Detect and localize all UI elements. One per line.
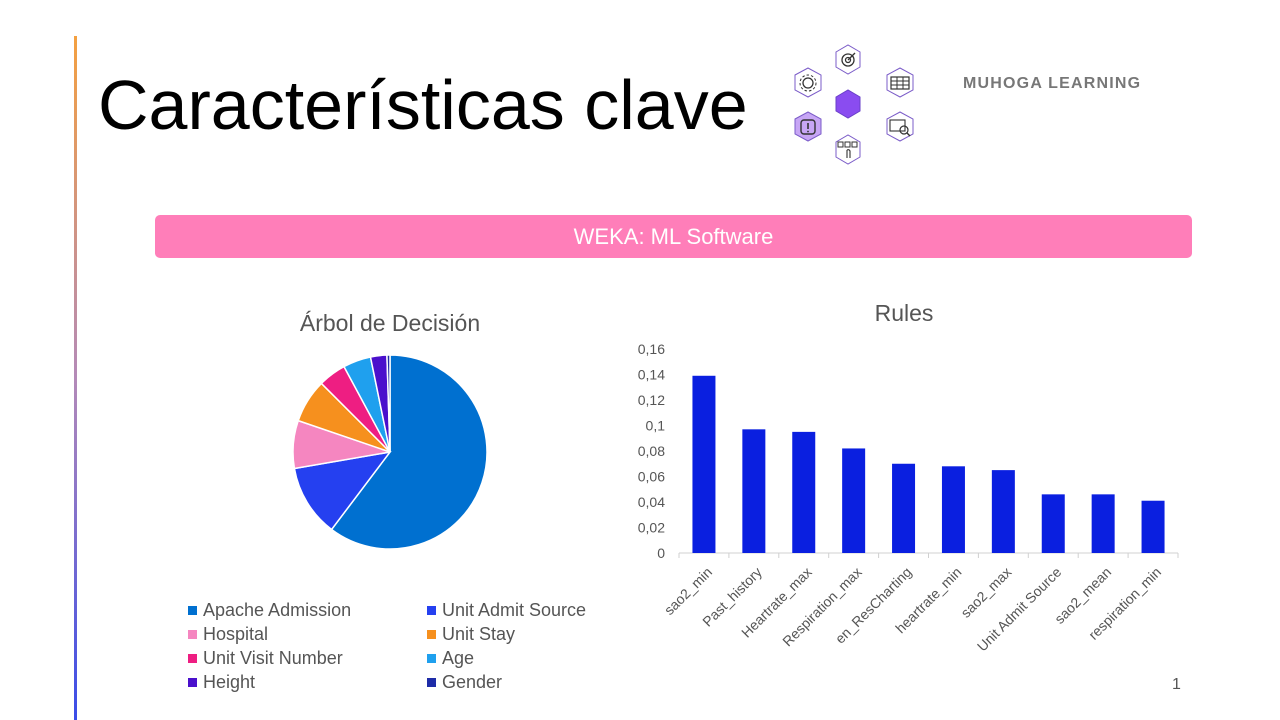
legend-swatch [188,629,197,639]
legend-label: Hospital [203,623,269,644]
hex-center [835,89,861,119]
warning-icon [794,111,822,142]
target-icon [835,44,861,75]
y-tick-label: 0,1 [646,418,666,434]
bar [1141,500,1165,553]
bar [692,375,716,553]
legend-swatch [427,653,436,663]
legend-label: Height [203,671,256,692]
y-tick-label: 0 [657,545,665,561]
pie-chart-title: Árbol de Decisión [299,310,481,336]
x-tick-label: Unit Admit Source [974,564,1065,655]
accent-line [74,36,77,720]
bar [991,470,1015,553]
brand-label: MUHOGA LEARNING [963,75,1142,92]
page-number: 1 [1172,676,1181,693]
legend-label: Unit Admit Source [442,599,587,620]
legend-swatch [188,605,197,615]
bar [892,463,916,553]
bar [842,448,866,553]
bar-chart: 00,020,040,060,080,10,120,140,16sao2_min… [638,341,1179,655]
banner: WEKA: ML Software [155,215,1192,258]
bar [742,429,766,553]
y-tick-label: 0,14 [638,367,665,383]
hex-icon-cluster [794,44,914,165]
y-tick-label: 0,06 [638,469,665,485]
legend-item: Unit Visit Number [188,646,427,670]
legend-label: Apache Admission [203,599,352,620]
legend-swatch [427,629,436,639]
y-tick-label: 0,04 [638,494,665,510]
slide-title: Características clave [98,66,748,144]
legend-swatch [188,677,197,687]
legend-item: Hospital [188,622,427,646]
y-tick-label: 0,02 [638,520,665,536]
legend-label: Age [442,647,475,668]
bar [941,466,965,553]
legend-swatch [427,605,436,615]
legend-item: Gender [427,670,618,694]
bar-chart-title: Rules [874,300,934,326]
banner-text: WEKA: ML Software [573,223,774,249]
pie-chart [292,354,488,550]
bar [1091,494,1115,553]
pie-slice-unit-admit-source [293,450,392,531]
legend-label: Unit Stay [442,623,516,644]
y-tick-label: 0,08 [638,443,665,459]
legend-item: Unit Admit Source [427,598,618,622]
chart-search-icon [886,111,914,142]
legend-label: Gender [442,671,503,692]
pie-slice-gender [386,354,391,453]
legend-item: Age [427,646,618,670]
legend-swatch [427,677,436,687]
y-tick-label: 0,12 [638,392,665,408]
legend-label: Unit Visit Number [203,647,343,668]
y-tick-label: 0,16 [638,341,665,357]
pie-legend: Apache Admission Unit Admit Source Hospita… [188,598,618,694]
table-icon [886,67,914,98]
legend-item: Height [188,670,427,694]
legend-swatch [188,653,197,663]
legend-item: Apache Admission [188,598,427,622]
legend-item: Unit Stay [427,622,618,646]
pie-slice-apache-admission [330,354,488,550]
bar [792,431,816,553]
bar [1041,494,1065,553]
gear-icon [794,67,822,98]
touch-select-icon [835,134,861,165]
